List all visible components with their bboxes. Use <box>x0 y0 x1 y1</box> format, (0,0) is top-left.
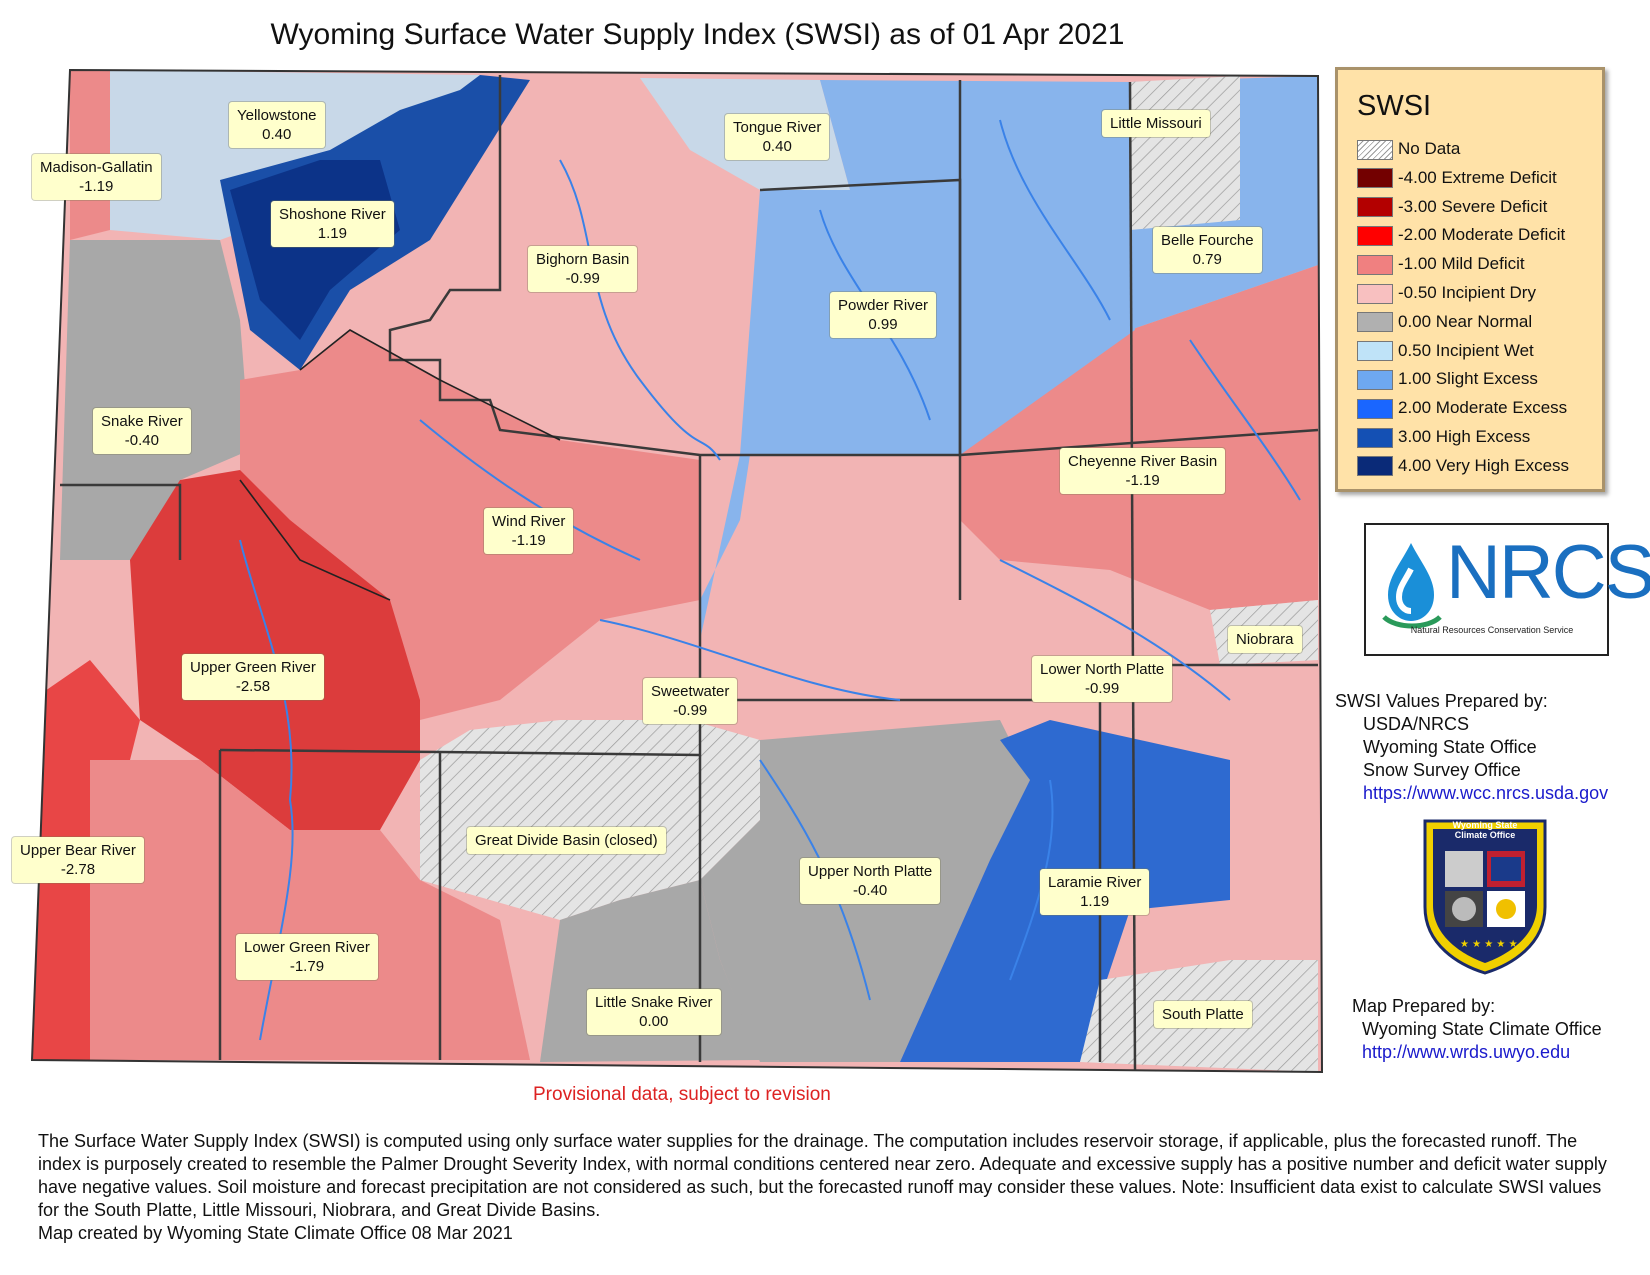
legend-label: 0.50 Incipient Wet <box>1398 340 1534 360</box>
created-note: Map created by Wyoming State Climate Off… <box>38 1223 513 1243</box>
cheyenne-upper-region <box>960 265 1318 455</box>
basin-label-cheyenne-river-basin: Cheyenne River Basin -1.19 <box>1060 448 1226 494</box>
basin-label-great-divide-basin: Great Divide Basin (closed) <box>467 827 666 854</box>
legend-label: -3.00 Severe Deficit <box>1398 196 1548 216</box>
footnote-text: The Surface Water Supply Index (SWSI) is… <box>38 1131 1607 1220</box>
climate-office-seal: ★ ★ ★ ★ ★ <box>1423 819 1547 975</box>
legend-item: -3.00 Severe Deficit <box>1357 196 1547 218</box>
seal-line2: Climate Office <box>1454 830 1516 840</box>
legend-swatch <box>1357 225 1393 246</box>
map-prepared-by: Map Prepared by: Wyoming State Climate O… <box>1352 995 1602 1064</box>
legend-swatch <box>1357 456 1393 477</box>
basin-label-sweetwater: Sweetwater -0.99 <box>643 678 738 724</box>
legend-label: -0.50 Incipient Dry <box>1398 283 1536 302</box>
yellowstone-region <box>110 70 480 240</box>
basin-label-upper-green-river: Upper Green River -2.58 <box>182 654 324 700</box>
basin-label-upper-north-platte: Upper North Platte -0.40 <box>800 858 941 904</box>
legend-label: 2.00 Moderate Excess <box>1398 398 1568 418</box>
legend-swatch <box>1357 168 1393 189</box>
legend-swatch <box>1357 369 1393 390</box>
provisional-note: Provisional data, subject to revision <box>533 1084 831 1105</box>
legend-label: 3.00 High Excess <box>1398 427 1531 446</box>
legend-item: 2.00 Moderate Excess <box>1357 397 1567 419</box>
legend-label: -4.00 Extreme Deficit <box>1398 167 1557 187</box>
basin-label-lower-green-river: Lower Green River -1.79 <box>236 934 378 980</box>
cheyenne-river-basin-region <box>960 430 1318 610</box>
legend-label: -2.00 Moderate Deficit <box>1398 225 1566 245</box>
basin-label-south-platte: South Platte <box>1154 1001 1252 1028</box>
map-title: Wyoming Surface Water Supply Index (SWSI… <box>270 18 1125 51</box>
basin-label-niobrara: Niobrara <box>1228 626 1302 653</box>
basin-label-powder-river: Powder River 0.99 <box>830 292 937 338</box>
legend-swatch <box>1357 254 1393 275</box>
state-outline <box>30 68 1324 1074</box>
basin-label-laramie-river: Laramie River 1.19 <box>1040 869 1150 915</box>
basin-boundaries <box>239 329 561 601</box>
nrcs-wordmark: NRCS <box>1446 530 1650 615</box>
footnote: The Surface Water Supply Index (SWSI) is… <box>38 1130 1618 1245</box>
basin-label-madison-gallatin: Madison-Gallatin -1.19 <box>32 154 161 200</box>
legend-title: SWSI <box>1357 90 1432 122</box>
prepared-by-office: Wyoming State Office <box>1363 737 1537 757</box>
basin-label-upper-bear-river: Upper Bear River -2.78 <box>12 837 144 883</box>
seal-caption: Wyoming State Climate Office <box>1430 820 1540 840</box>
powder-river-region <box>700 80 1135 640</box>
snake-river-region <box>60 240 250 560</box>
legend-label: -1.00 Mild Deficit <box>1398 254 1525 274</box>
basin-label-lower-north-platte: Lower North Platte -0.99 <box>1032 656 1173 702</box>
legend-item: -0.50 Incipient Dry <box>1357 282 1536 304</box>
prepared-by-org: USDA/NRCS <box>1363 714 1470 734</box>
map-prepared-heading: Map Prepared by: <box>1352 996 1496 1016</box>
prepared-by-heading: SWSI Values Prepared by: <box>1335 691 1548 711</box>
basin-label-wind-river: Wind River -1.19 <box>484 508 574 554</box>
wind-river-region <box>240 330 700 720</box>
basin-label-little-snake-river: Little Snake River 0.00 <box>587 989 721 1035</box>
upper-green-river-region <box>130 470 420 830</box>
nrcs-drop-icon <box>1382 543 1442 629</box>
legend-item: 0.00 Near Normal <box>1357 311 1532 333</box>
map-prepared-org: Wyoming State Climate Office <box>1362 1019 1602 1039</box>
legend-item: -2.00 Moderate Deficit <box>1357 224 1565 246</box>
values-prepared-by: SWSI Values Prepared by: USDA/NRCS Wyomi… <box>1335 690 1608 805</box>
basin-label-belle-fourche: Belle Fourche 0.79 <box>1153 227 1262 273</box>
seal-weather-vane-quadrant <box>1445 851 1483 887</box>
basin-label-shoshone-river: Shoshone River 1.19 <box>271 201 394 247</box>
legend-item: 3.00 High Excess <box>1357 426 1530 448</box>
legend-item: -4.00 Extreme Deficit <box>1357 167 1557 189</box>
legend-label: No Data <box>1398 139 1461 158</box>
legend-item: 0.50 Incipient Wet <box>1357 340 1534 362</box>
legend-swatch <box>1357 312 1393 333</box>
lower-green-river-region <box>90 760 530 1060</box>
seal-line1: Wyoming State <box>1452 820 1518 830</box>
nrcs-link[interactable]: https://www.wcc.nrcs.usda.gov <box>1363 783 1609 803</box>
basin-label-little-missouri: Little Missouri <box>1102 110 1210 137</box>
legend-item: No Data <box>1357 138 1460 160</box>
basin-label-bighorn-basin: Bighorn Basin -0.99 <box>528 246 638 292</box>
legend-label: 4.00 Very High Excess <box>1398 455 1570 475</box>
little-missouri-region <box>1130 76 1240 230</box>
prepared-by-suboffice: Snow Survey Office <box>1363 760 1521 780</box>
swsi-legend: SWSI No Data -4.00 Extreme Deficit -3.00 S… <box>1335 67 1605 492</box>
svg-text:★ ★ ★ ★ ★: ★ ★ ★ ★ ★ <box>1460 939 1518 950</box>
basin-label-snake-river: Snake River -0.40 <box>93 408 191 454</box>
legend-swatch <box>1357 398 1393 419</box>
legend-swatch <box>1357 197 1393 218</box>
legend-label: 0.00 Near Normal <box>1398 311 1533 331</box>
basin-label-tongue-river: Tongue River 0.40 <box>725 114 830 160</box>
legend-swatch <box>1357 427 1393 448</box>
basin-label-yellowstone: Yellowstone 0.40 <box>229 102 325 148</box>
legend-item: 4.00 Very High Excess <box>1357 455 1569 477</box>
legend-item: -1.00 Mild Deficit <box>1357 253 1525 275</box>
legend-item: 1.00 Slight Excess <box>1357 368 1538 390</box>
legend-label: 1.00 Slight Excess <box>1398 369 1538 389</box>
nrcs-logo: NRCS Natural Resources Conservation Serv… <box>1364 523 1650 656</box>
great-divide-basin-region <box>420 720 760 920</box>
wrds-link[interactable]: http://www.wrds.uwyo.edu <box>1362 1042 1571 1062</box>
legend-swatch <box>1357 139 1393 160</box>
nrcs-subtitle: Natural Resources Conservation Service <box>1410 625 1574 635</box>
legend-swatch <box>1357 283 1393 304</box>
legend-swatch <box>1357 341 1393 362</box>
